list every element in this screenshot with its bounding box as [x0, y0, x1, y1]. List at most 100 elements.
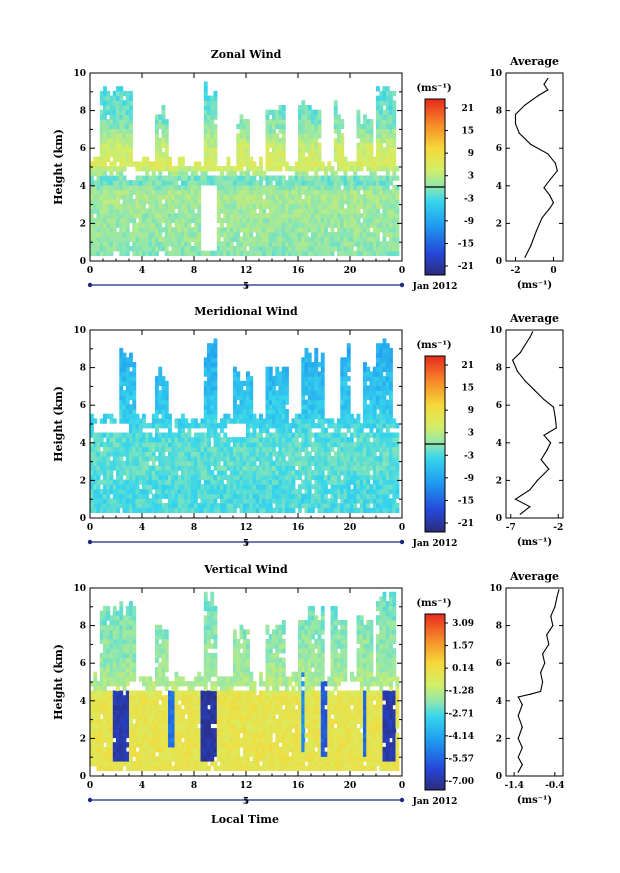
- heatmap-cell: [278, 152, 283, 158]
- heatmap-cell: [353, 175, 358, 181]
- average-profile-line: [511, 331, 557, 515]
- heatmap-cell: [382, 184, 387, 191]
- heatmap-cell: [255, 194, 260, 200]
- heatmap-cell: [268, 184, 273, 191]
- heatmap-cell: [90, 756, 94, 762]
- heatmap-cell: [109, 180, 114, 186]
- heatmap-cell: [372, 451, 377, 457]
- heatmap-cell: [265, 189, 270, 195]
- heatmap-cell: [346, 503, 351, 509]
- heatmap-cell: [122, 465, 127, 471]
- heatmap-cell: [161, 241, 166, 247]
- heatmap-cell: [298, 170, 302, 177]
- heatmap-cell: [317, 456, 322, 462]
- heatmap-cell: [200, 456, 205, 462]
- heatmap-cell: [116, 128, 120, 134]
- heatmap-cell: [324, 199, 328, 205]
- heatmap-cell: [135, 231, 140, 238]
- heatmap-cell: [207, 119, 211, 125]
- heatmap-cell: [194, 175, 198, 181]
- heatmap-cell: [379, 227, 384, 233]
- heatmap-cell: [236, 166, 241, 172]
- heatmap-cell: [197, 166, 202, 172]
- heatmap-cell: [239, 194, 244, 200]
- heatmap-cell: [168, 432, 172, 438]
- heatmap-cell: [236, 189, 241, 195]
- heatmap-cell: [395, 456, 400, 462]
- heatmap-cell: [376, 246, 380, 252]
- heatmap-cell: [90, 493, 94, 499]
- heatmap-cell: [122, 142, 127, 148]
- heatmap-cell: [233, 199, 237, 205]
- heatmap-cell: [272, 250, 276, 256]
- heatmap-cell: [298, 246, 302, 252]
- heatmap-cell: [112, 217, 117, 224]
- heatmap-cell: [103, 217, 107, 224]
- heatmap-cell: [385, 418, 390, 424]
- heatmap-cell: [294, 423, 299, 429]
- heatmap-cell: [376, 474, 380, 481]
- heatmap-cell: [333, 213, 338, 219]
- heatmap-cell: [119, 241, 124, 247]
- heatmap-cell: [304, 488, 309, 495]
- heatmap-cell: [369, 465, 374, 471]
- heatmap-cell: [337, 231, 341, 238]
- heatmap-cell: [148, 217, 153, 224]
- heatmap-cell: [249, 213, 254, 219]
- average-profile-point: [530, 245, 532, 247]
- heatmap-cell: [382, 362, 387, 368]
- heatmap-cell: [278, 394, 283, 401]
- heatmap-cell: [379, 437, 384, 443]
- heatmap-cell: [385, 456, 390, 462]
- heatmap-cell: [161, 488, 166, 495]
- heatmap-cell: [252, 217, 257, 224]
- heatmap-cell: [288, 231, 293, 238]
- heatmap-cell: [197, 189, 202, 195]
- heatmap-cell: [203, 465, 208, 471]
- heatmap-cell: [119, 246, 124, 252]
- heatmap-cell: [301, 479, 306, 485]
- heatmap-cell: [213, 366, 218, 372]
- heatmap-cell: [317, 493, 322, 499]
- heatmap-cell: [337, 488, 341, 495]
- average-profile-point: [547, 153, 549, 155]
- heatmap-cell: [278, 105, 283, 111]
- heatmap-cell: [203, 128, 208, 134]
- heatmap-cell: [372, 199, 377, 205]
- heatmap-cell: [132, 250, 137, 256]
- heatmap-cell: [216, 241, 221, 247]
- heatmap-cell: [301, 470, 306, 476]
- heatmap-cell: [142, 250, 146, 256]
- heatmap-cell: [288, 503, 293, 509]
- heatmap-cell: [350, 423, 354, 429]
- heatmap-cell: [103, 142, 107, 148]
- heatmap-cell: [304, 217, 309, 224]
- heatmap-cell: [353, 231, 358, 238]
- heatmap-cell: [281, 217, 286, 224]
- heatmap-cell: [320, 189, 325, 195]
- heatmap-cell: [311, 507, 315, 513]
- heatmap-cell: [366, 231, 371, 238]
- heatmap-cell: [119, 498, 124, 504]
- heatmap-cell: [145, 250, 150, 256]
- heatmap-cell: [155, 142, 159, 148]
- heatmap-cell: [216, 199, 221, 205]
- heatmap-cell: [379, 413, 384, 419]
- heatmap-cell: [314, 404, 319, 410]
- heatmap-cell: [233, 493, 237, 499]
- average-profile-point: [524, 104, 526, 106]
- heatmap-cell: [112, 446, 117, 452]
- heatmap-cell: [223, 246, 228, 252]
- heatmap-cell: [320, 175, 325, 181]
- heatmap-cell: [226, 250, 231, 256]
- heatmap-cell: [369, 380, 374, 387]
- heatmap-cell: [330, 479, 335, 485]
- heatmap-cell: [272, 147, 276, 153]
- heatmap-cell: [278, 371, 283, 377]
- heatmap-cell: [213, 142, 218, 148]
- heatmap-cell: [203, 152, 208, 158]
- heatmap-cell: [278, 451, 283, 457]
- heatmap-cell: [288, 184, 293, 191]
- heatmap-cell: [190, 488, 195, 495]
- heatmap-cell: [255, 170, 260, 177]
